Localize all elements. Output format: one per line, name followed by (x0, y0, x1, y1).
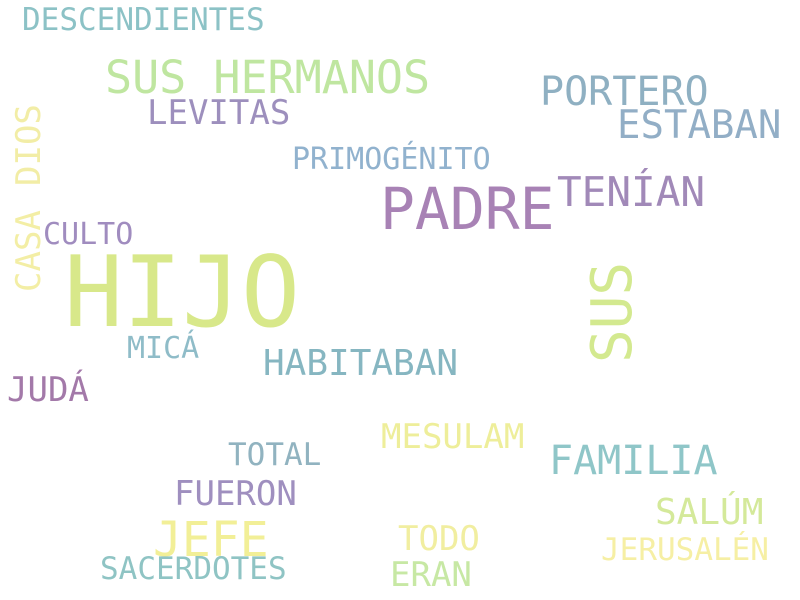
word-familia: FAMILIA (549, 438, 718, 484)
word-salum: SALÚM (655, 492, 764, 533)
word-portero: PORTERO (540, 69, 709, 115)
word-culto: CULTO (43, 217, 134, 252)
word-jerusalen: JERUSALÉN (601, 532, 769, 568)
word-sacerdotes: SACERDOTES (100, 551, 287, 587)
word-habitaban: HABITABAN (263, 343, 459, 384)
word-eran: ERAN (390, 555, 472, 595)
word-total: TOTAL (228, 437, 322, 473)
word-jefe: JEFE (153, 512, 269, 568)
word-descendientes: DESCENDIENTES (22, 2, 265, 38)
word-estaban: ESTABAN (617, 103, 782, 148)
word-fueron: FUERON (174, 474, 297, 514)
word-casa: CASA (9, 210, 49, 292)
word-todo: TODO (398, 519, 480, 559)
word-primogenito: PRIMOGÉNITO (292, 142, 491, 177)
word-tenian: TENÍAN (557, 168, 706, 216)
word-juda: JUDÁ (7, 370, 89, 410)
word-dios: DIOS (9, 104, 49, 186)
word-sus: SUS (580, 261, 645, 363)
word-levitas: LEVITAS (147, 93, 291, 133)
word-mesulam: MESULAM (381, 417, 525, 457)
word-mica: MICÁ (127, 331, 200, 366)
word-hijo: HIJO (64, 236, 301, 350)
word-sus-hermanos: SUS HERMANOS (105, 51, 431, 104)
word-padre: PADRE (380, 175, 555, 243)
